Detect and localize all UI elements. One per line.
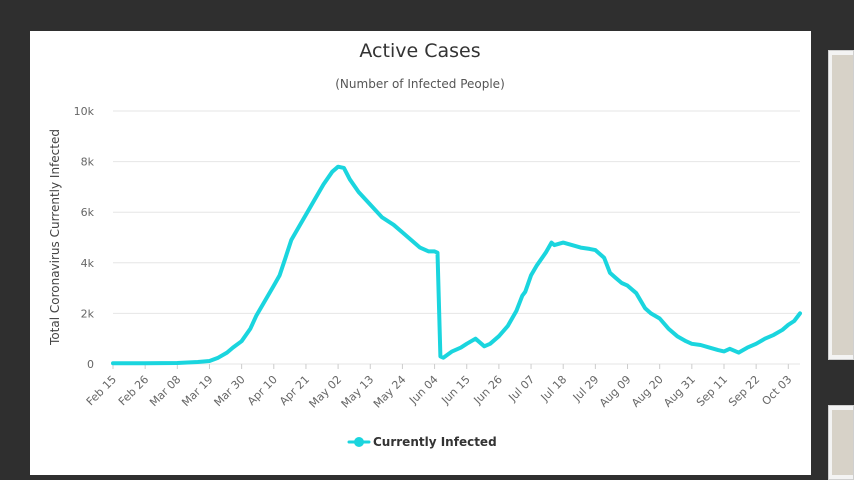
x-tick-label: May 24 <box>371 373 409 411</box>
x-tick-label: Aug 31 <box>661 373 698 410</box>
x-tick-label: May 02 <box>307 373 345 411</box>
x-tick-label: Jun 15 <box>438 373 472 407</box>
x-tick-label: Jul 07 <box>506 373 538 405</box>
line-chart: Active Cases (Number of Infected People)… <box>48 40 802 449</box>
chart-title: Active Cases <box>359 40 480 62</box>
y-tick-label: 8k <box>81 156 95 169</box>
x-tick-label: Aug 20 <box>629 373 666 410</box>
x-tick-label: Aug 09 <box>597 373 634 410</box>
x-tick-label: Apr 10 <box>245 373 280 408</box>
y-tick-label: 4k <box>81 257 95 270</box>
y-ticks: 0 2k 4k 6k 8k 10k <box>74 105 95 371</box>
y-axis-label: Total Coronavirus Currently Infected <box>48 129 62 346</box>
x-tick-label: Sep 11 <box>694 373 730 409</box>
y-tick-label: 2k <box>81 307 95 320</box>
x-tick-label: Mar 08 <box>147 373 183 409</box>
x-tick-label: Feb 26 <box>116 373 151 408</box>
x-tick-label: Feb 15 <box>84 373 119 408</box>
x-tick-label: Jun 04 <box>406 373 440 407</box>
side-thumbnail-top[interactable] <box>828 50 854 360</box>
x-tick-label: Sep 22 <box>726 373 762 409</box>
y-tick-label: 10k <box>74 105 95 118</box>
y-tick-label: 6k <box>81 206 95 219</box>
x-tick-label: Mar 19 <box>179 373 215 409</box>
x-tick-label: May 13 <box>339 373 377 411</box>
side-thumbnail-bottom[interactable] <box>828 405 854 480</box>
x-tick-label: Mar 30 <box>212 373 248 409</box>
x-tick-label: Oct 03 <box>759 373 794 408</box>
chart-subtitle: (Number of Infected People) <box>335 77 505 91</box>
legend-label: Currently Infected <box>373 435 497 449</box>
series-line-currently-infected <box>111 164 802 366</box>
series-layer <box>111 164 802 366</box>
chart-panel: Active Cases (Number of Infected People)… <box>30 31 811 475</box>
legend[interactable]: Currently Infected <box>347 435 497 449</box>
y-tick-label: 0 <box>87 358 94 371</box>
gridlines <box>113 110 800 365</box>
legend-marker-dot <box>354 437 364 447</box>
x-tick-label: Jul 18 <box>538 373 570 405</box>
x-tick-label: Jun 26 <box>471 373 505 407</box>
